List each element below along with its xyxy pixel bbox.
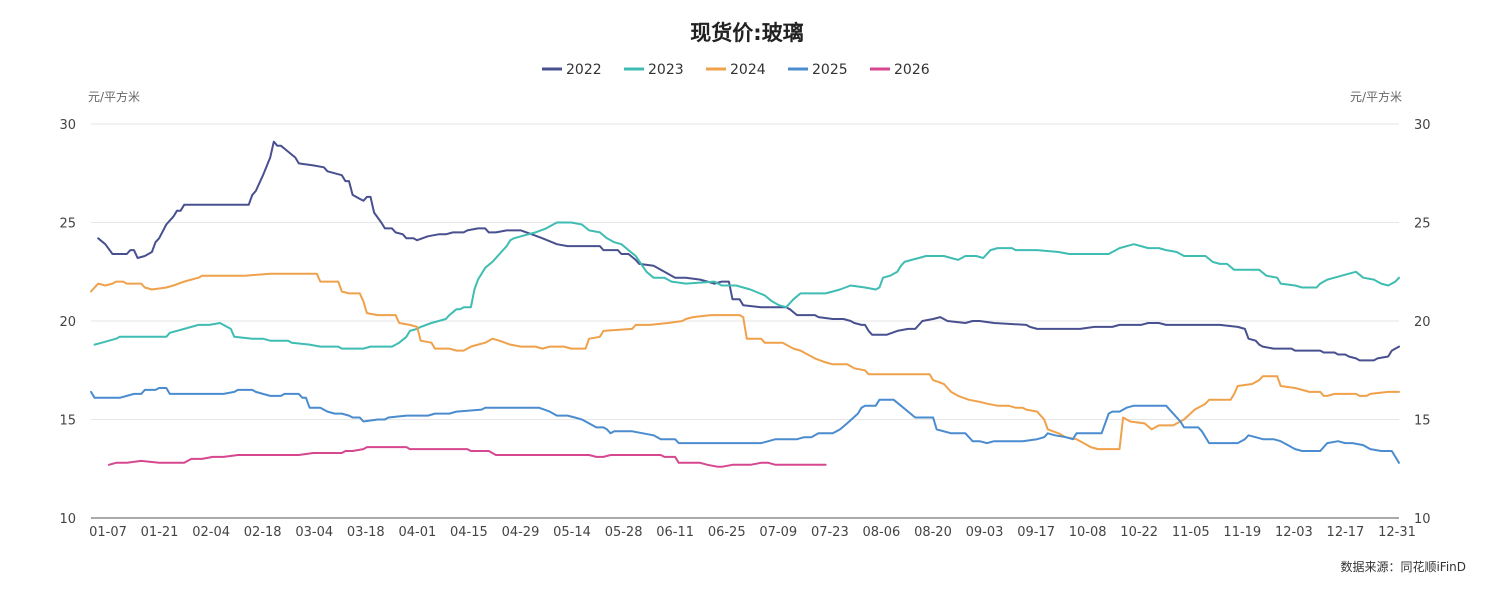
x-tick-label: 02-04 (192, 525, 230, 540)
x-axis: 01-07 01-21 02-04 02-18 03-04 03-18 04-01 04-15… (89, 525, 1416, 540)
x-tick-label: 10-22 (1120, 525, 1158, 540)
x-tick-label: 11-05 (1172, 525, 1210, 540)
legend-label-2023: 2023 (648, 62, 684, 78)
grid-lines (91, 123, 1399, 420)
x-tick-label: 09-17 (1017, 525, 1055, 540)
x-tick-label: 08-20 (914, 525, 952, 540)
y-tick-label-right: 20 (1414, 315, 1431, 330)
right-y-axis: 10 15 20 25 30 (1414, 118, 1431, 527)
x-tick-label: 06-11 (656, 525, 694, 540)
series-line-2024 (90, 272, 1400, 451)
legend: 2022 2023 2024 2025 2026 (542, 62, 930, 78)
x-tick-label: 12-03 (1275, 525, 1313, 540)
legend-label-2026: 2026 (894, 62, 930, 78)
legend-label-2025: 2025 (812, 62, 848, 78)
x-tick-label: 06-25 (708, 525, 746, 540)
x-tick-label: 11-19 (1223, 525, 1261, 540)
x-tick-label: 12-17 (1327, 525, 1365, 540)
y-tick-label-left: 20 (59, 315, 76, 330)
x-tick-label: 01-21 (141, 525, 179, 540)
series-line-2026 (107, 446, 827, 468)
left-y-axis: 10 15 20 25 30 (59, 118, 76, 527)
right-axis-unit: 元/平方米 (1350, 89, 1402, 104)
y-tick-label-right: 25 (1414, 217, 1431, 232)
y-tick-label-left: 25 (59, 217, 76, 232)
data-source: 数据来源：同花顺iFinD (1340, 559, 1466, 574)
y-tick-label-right: 30 (1414, 118, 1431, 133)
chart-title: 现货价:玻璃 (690, 21, 803, 45)
y-tick-label-right: 10 (1414, 512, 1431, 527)
x-tick-label: 08-06 (863, 525, 901, 540)
x-tick-label: 05-28 (605, 525, 643, 540)
series-lines (90, 140, 1400, 468)
series-line-2023 (93, 221, 1400, 350)
legend-label-2022: 2022 (566, 62, 602, 78)
x-tick-label: 03-18 (347, 525, 385, 540)
left-axis-unit: 元/平方米 (88, 89, 140, 104)
y-tick-label-right: 15 (1414, 414, 1431, 429)
series-line-2025 (90, 387, 1400, 464)
series-line-2022 (97, 140, 1400, 362)
x-tick-label: 04-29 (502, 525, 540, 540)
x-tick-label: 12-31 (1378, 525, 1416, 540)
x-tick-label: 07-23 (811, 525, 849, 540)
x-tick-label: 09-03 (966, 525, 1004, 540)
x-tick-label: 03-04 (295, 525, 333, 540)
x-tick-label: 10-08 (1069, 525, 1107, 540)
y-tick-label-left: 15 (59, 414, 76, 429)
y-tick-label-left: 30 (59, 118, 76, 133)
x-tick-label: 04-15 (450, 525, 488, 540)
x-tick-label: 05-14 (553, 525, 591, 540)
x-tick-label: 01-07 (89, 525, 127, 540)
x-tick-label: 02-18 (244, 525, 282, 540)
x-tick-label: 07-09 (759, 525, 797, 540)
legend-label-2024: 2024 (730, 62, 766, 78)
x-tick-label: 04-01 (398, 525, 436, 540)
y-tick-label-left: 10 (59, 512, 76, 527)
